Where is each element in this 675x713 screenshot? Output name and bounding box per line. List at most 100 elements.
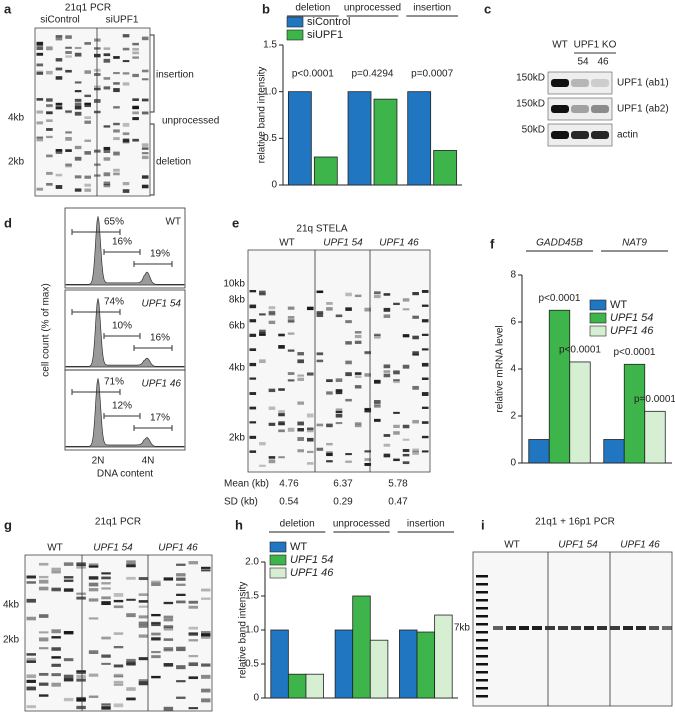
legend-swatch	[269, 541, 287, 553]
gel-band	[176, 665, 186, 670]
blot-band	[551, 79, 569, 87]
gel-band	[101, 662, 111, 665]
gel-band	[393, 431, 400, 435]
gel-band	[476, 607, 488, 610]
gel-band	[584, 626, 594, 630]
gel-band	[287, 319, 295, 322]
gel-band	[335, 422, 343, 425]
gel-band	[132, 106, 139, 110]
size-marker: 4kb	[3, 600, 20, 611]
gel-band	[26, 674, 36, 679]
gel-band	[151, 580, 161, 583]
gel-band	[259, 464, 266, 467]
gel-title: 21q1 PCR	[95, 517, 141, 528]
gel-band	[51, 636, 61, 639]
mean-value: 6.37	[333, 479, 353, 490]
gel-band	[141, 98, 149, 102]
gel-band	[113, 88, 120, 93]
gel-band	[412, 385, 419, 390]
gel-band	[132, 98, 139, 101]
gel-band	[113, 137, 120, 141]
bracket	[150, 123, 155, 196]
gel-band	[122, 140, 130, 144]
gel-band	[38, 575, 49, 579]
gel-band	[141, 147, 149, 150]
gel-band	[46, 46, 53, 51]
gate-percent: 17%	[150, 413, 170, 424]
gel-band	[74, 98, 82, 102]
gel-band	[46, 119, 53, 123]
gel-band	[201, 635, 211, 639]
gel-band	[63, 631, 74, 635]
y-tick-label: 6	[510, 317, 516, 328]
gel-band	[101, 576, 111, 580]
size-marker: 10kb	[223, 279, 245, 290]
lane-label: 46	[597, 57, 609, 68]
gel-band	[84, 116, 91, 119]
histogram	[65, 378, 185, 448]
bar	[334, 629, 354, 699]
gel-band	[402, 461, 410, 465]
gel-band	[476, 695, 488, 698]
panel-letter: c	[484, 1, 491, 16]
gel-band	[63, 697, 74, 702]
gel-band	[421, 392, 429, 396]
gel-band	[103, 172, 111, 177]
gel-band	[74, 111, 82, 116]
blot-band	[571, 131, 589, 139]
gel-band	[412, 353, 419, 356]
gel-band	[36, 52, 44, 56]
gel-band	[65, 163, 72, 166]
lane-label: WT	[279, 238, 295, 249]
gel-band	[383, 364, 391, 369]
gel-band	[249, 450, 257, 453]
gel-band	[335, 391, 343, 395]
gel-band	[63, 562, 74, 566]
gel-band	[74, 175, 82, 179]
gel-band	[345, 460, 352, 463]
blot	[547, 71, 613, 95]
gel-band	[476, 631, 488, 634]
gel-band	[74, 156, 82, 161]
gel-band	[84, 183, 91, 187]
gel-band	[476, 671, 488, 674]
gel-band	[201, 588, 211, 592]
gel-band	[176, 646, 186, 649]
gel-band	[141, 36, 149, 41]
blot-band	[551, 105, 569, 113]
gel-band	[36, 46, 44, 51]
gel-band	[122, 138, 130, 143]
row-label: SD (kb)	[224, 497, 258, 508]
gel-band	[126, 613, 136, 618]
gel-band	[126, 560, 136, 564]
legend-label: UPF1 46	[610, 325, 654, 337]
mean-value: 4.76	[279, 479, 299, 490]
category-label: insertion	[407, 519, 445, 530]
gel-band	[126, 598, 136, 601]
gel-band	[268, 422, 276, 426]
gel-band	[26, 705, 36, 709]
gel-band	[126, 563, 136, 568]
gel-band	[259, 332, 266, 336]
panel-letter: i	[481, 517, 485, 532]
gel-band	[46, 104, 53, 108]
gel-band	[623, 626, 633, 630]
gel-band	[46, 135, 53, 139]
y-tick-label: 8	[510, 270, 516, 281]
gel-band	[88, 673, 99, 677]
gel-band	[335, 410, 343, 414]
gel-band	[383, 434, 391, 437]
y-tick-label: 0.5	[263, 133, 277, 144]
gel-band	[63, 658, 74, 662]
gel-band	[636, 626, 646, 630]
gel-band	[65, 137, 72, 141]
gel-band	[287, 320, 295, 324]
gel-band	[122, 122, 130, 127]
gel-band	[268, 310, 276, 314]
gel-band	[421, 362, 429, 367]
gel-band	[249, 362, 257, 367]
gel-band	[188, 662, 199, 667]
gate	[133, 425, 173, 431]
gel-band	[393, 379, 400, 382]
category-label: GADD45B	[536, 238, 583, 249]
